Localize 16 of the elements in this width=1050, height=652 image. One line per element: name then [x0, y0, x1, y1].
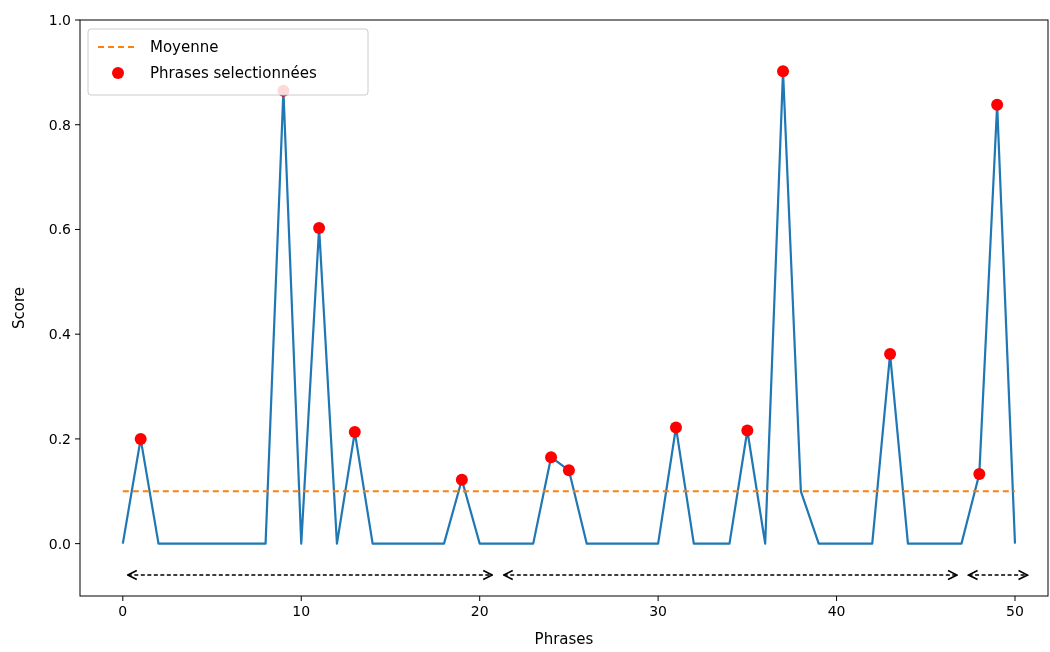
- x-tick-label: 10: [292, 603, 311, 619]
- x-axis-title: Phrases: [534, 630, 594, 648]
- y-tick-label: 0.8: [48, 116, 71, 133]
- y-tick-label: 0.4: [48, 326, 72, 343]
- legend-label: Moyenne: [150, 38, 219, 57]
- x-tick-label: 50: [1006, 603, 1024, 619]
- y-tick-label: 1.0: [48, 11, 71, 28]
- x-tick-label: 20: [470, 603, 489, 619]
- y-axis-title: Score: [10, 286, 28, 330]
- x-tick-label: 40: [827, 603, 846, 619]
- y-tick-label: 0.0: [48, 535, 71, 552]
- x-tick-label: 30: [649, 603, 668, 619]
- y-tick-label: 0.6: [48, 221, 72, 238]
- y-tick-label: 0.2: [48, 430, 71, 447]
- legend-label: Phrases selectionnées: [150, 64, 317, 83]
- x-tick-label: 0: [118, 603, 128, 619]
